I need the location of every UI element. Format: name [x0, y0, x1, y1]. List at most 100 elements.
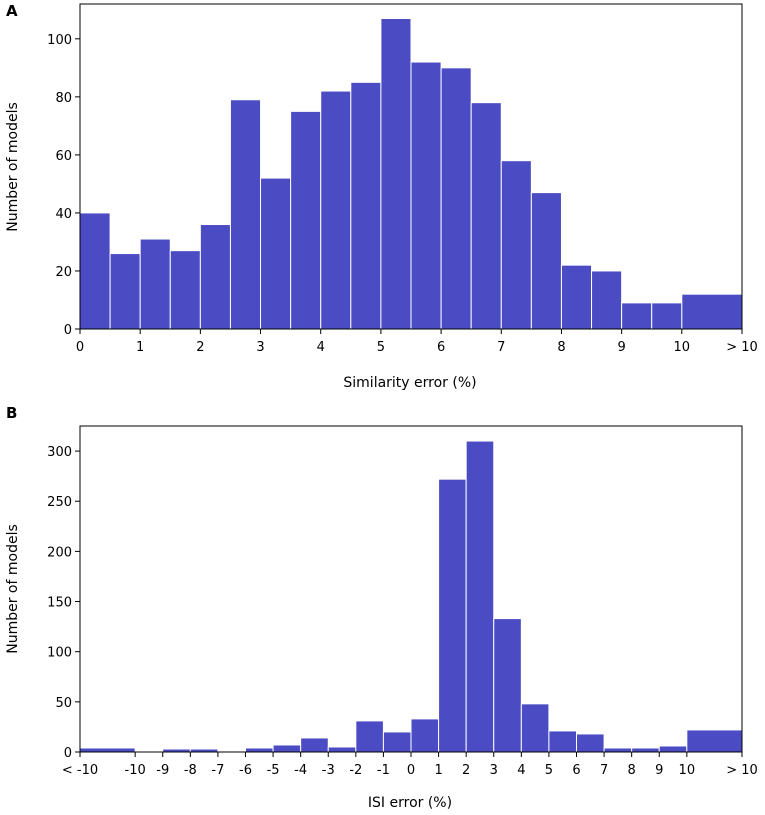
x-tick-label: 3: [256, 340, 264, 355]
bar-18: [576, 733, 605, 753]
bar-21: [658, 745, 688, 753]
x-tick-label: < -10: [62, 763, 98, 778]
x-tick-label: 6: [437, 340, 445, 355]
x-tick-label: -5: [267, 763, 280, 778]
panel-b-frame: [79, 425, 743, 753]
x-tick-label: 8: [557, 340, 565, 355]
bar-3: [139, 238, 171, 330]
bar-10: [355, 720, 384, 753]
y-tick-label: 80: [55, 91, 72, 106]
y-tick-label: 0: [64, 746, 72, 761]
bar-1: [79, 212, 111, 330]
x-tick-label: 2: [462, 763, 470, 778]
y-tick-label: 300: [47, 445, 72, 460]
bar-1: [79, 747, 136, 753]
bar-19: [603, 747, 633, 753]
bar-16: [530, 192, 562, 330]
panel-a-bars: [79, 18, 743, 330]
x-tick-label: 7: [600, 763, 608, 778]
x-tick-label: 3: [490, 763, 498, 778]
x-tick-label: -6: [239, 763, 252, 778]
bar-11: [382, 731, 412, 753]
x-tick-label: -4: [294, 763, 307, 778]
bar-6: [229, 99, 262, 330]
x-tick-label: 4: [517, 763, 525, 778]
bar-15: [500, 160, 532, 330]
bar-15: [493, 618, 522, 753]
x-tick-label: 2: [196, 340, 204, 355]
bar-13: [438, 478, 467, 753]
x-tick-label: 10: [674, 340, 691, 355]
bar-4: [169, 250, 201, 330]
bar-18: [591, 270, 623, 330]
panel-b-bars: [79, 440, 743, 753]
bar-12: [410, 61, 442, 330]
x-tick-label: 7: [497, 340, 505, 355]
x-tick-label: -7: [211, 763, 224, 778]
bar-14: [465, 440, 495, 753]
x-tick-label: 10: [679, 763, 696, 778]
x-tick-label: 9: [617, 340, 625, 355]
x-tick-label: > 10: [726, 763, 758, 778]
y-tick-label: 20: [55, 265, 72, 280]
bar-8: [290, 110, 322, 330]
panel-a-ticks: 0 20 40 60 80 100 0 1 2 3 4 5 6 7 8 9 10 > 10: [47, 33, 758, 355]
panel-b-x-axis-label: ISI error (%): [368, 795, 452, 811]
panel-b-y-axis-label: Number of models: [5, 524, 21, 654]
bar-10: [350, 81, 382, 330]
bar-8: [300, 737, 329, 753]
y-tick-label: 250: [47, 495, 72, 510]
x-tick-label: -3: [322, 763, 335, 778]
bar-11: [380, 18, 412, 330]
bar-7: [260, 177, 292, 330]
y-tick-label: 40: [55, 207, 72, 222]
bar-9: [327, 746, 357, 753]
x-tick-label: 1: [136, 340, 144, 355]
x-tick-label: 0: [407, 763, 415, 778]
bar-21: [681, 293, 743, 330]
bar-2: [109, 253, 141, 330]
y-tick-label: 100: [47, 646, 72, 661]
panel-a-frame: [79, 3, 743, 330]
panel-a-label: A: [6, 2, 18, 20]
bar-22: [686, 729, 743, 753]
bar-20: [631, 747, 660, 753]
x-tick-label: -10: [125, 763, 146, 778]
x-tick-label: 0: [76, 340, 84, 355]
bar-20: [651, 302, 683, 330]
y-tick-label: 0: [64, 323, 72, 338]
x-tick-label: -2: [349, 763, 362, 778]
x-tick-label: 1: [434, 763, 442, 778]
panel-a-histogram: A 0 20 40 60 80 100 0 1 2 3 4 5 6 7 8 9 10 > 10 Similarit…: [5, 2, 758, 391]
x-tick-label: 5: [377, 340, 385, 355]
x-tick-label: 9: [655, 763, 663, 778]
x-tick-label: -9: [156, 763, 169, 778]
bar-12: [410, 718, 440, 753]
x-tick-label: 5: [545, 763, 553, 778]
panel-b-label: B: [6, 404, 17, 422]
panel-a-x-axis-label: Similarity error (%): [343, 375, 476, 391]
y-tick-label: 150: [47, 596, 72, 611]
x-tick-label: -8: [184, 763, 197, 778]
y-tick-label: 100: [47, 33, 72, 48]
x-tick-label: 4: [317, 340, 325, 355]
bar-19: [621, 302, 653, 330]
bar-16: [520, 703, 550, 753]
y-tick-label: 50: [55, 696, 72, 711]
bar-13: [440, 67, 472, 330]
x-tick-label: 6: [572, 763, 580, 778]
bar-17: [548, 730, 578, 753]
bar-5: [199, 224, 231, 330]
bar-7: [272, 744, 302, 753]
bar-6: [245, 747, 274, 753]
bar-14: [470, 102, 502, 330]
bar-17: [560, 264, 593, 330]
y-tick-label: 200: [47, 545, 72, 560]
x-tick-label: -1: [377, 763, 390, 778]
bar-9: [320, 90, 352, 330]
y-tick-label: 60: [55, 149, 72, 164]
x-tick-label: 8: [628, 763, 636, 778]
